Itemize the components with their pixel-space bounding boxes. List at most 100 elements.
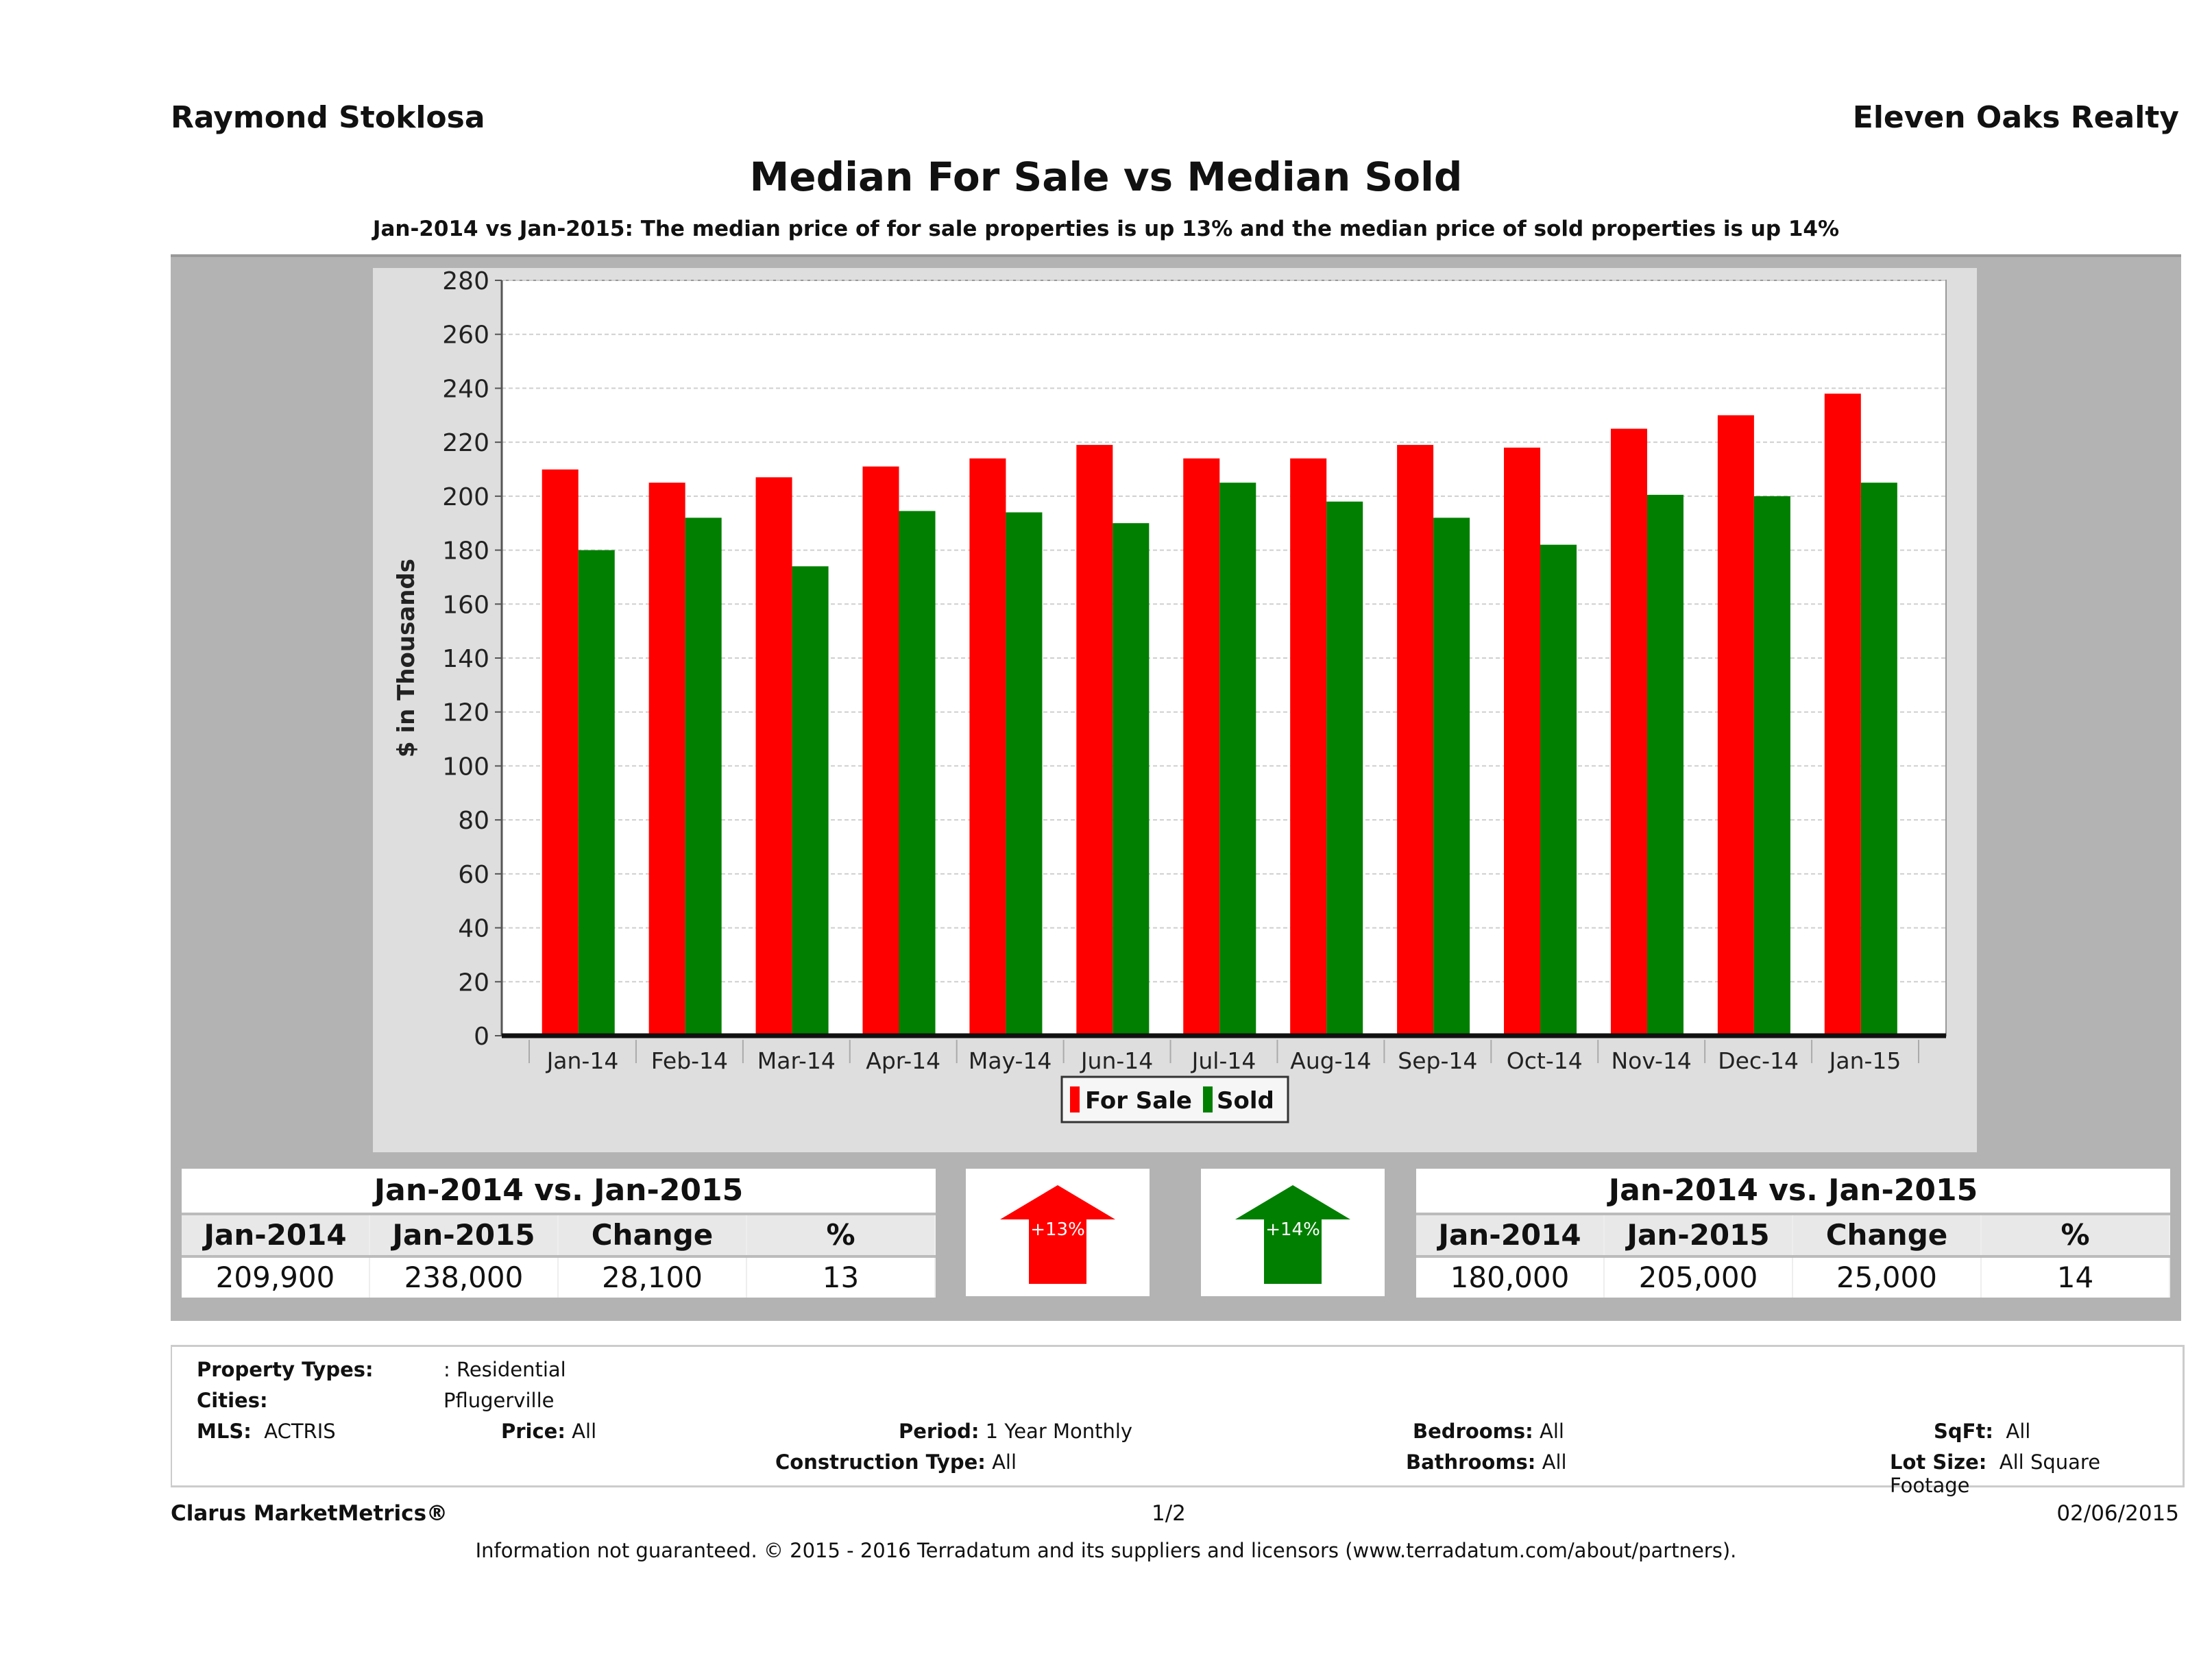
- stats-value: 209,900: [182, 1258, 370, 1298]
- y-tick-label: 120: [442, 699, 489, 727]
- for-sale-change-badge: +13%: [966, 1169, 1150, 1296]
- sold-stats-table: Jan-2014 vs. Jan-2015 Jan-2014 Jan-2015 …: [1416, 1169, 2170, 1298]
- filter-label: Property Types:: [197, 1358, 374, 1381]
- filter-label: Bedrooms:: [1413, 1420, 1533, 1443]
- stats-header: Change: [559, 1215, 747, 1255]
- brand-name: Clarus MarketMetrics®: [171, 1501, 448, 1526]
- sold-bar: [1219, 483, 1256, 1036]
- y-tick-label: 260: [442, 321, 489, 350]
- filter-value: All: [1542, 1450, 1567, 1474]
- disclaimer: Information not guaranteed. © 2015 - 201…: [475, 1539, 1737, 1562]
- filter-label: SqFt:: [1934, 1420, 1993, 1443]
- for-sale-bar: [755, 477, 792, 1036]
- filter-value: All: [992, 1450, 1017, 1474]
- sold-bar: [1006, 512, 1043, 1036]
- y-tick-label: 0: [474, 1023, 489, 1051]
- x-tick-label: Apr-14: [866, 1047, 940, 1074]
- filter-label: Price:: [501, 1420, 566, 1443]
- bar-chart: 0 20 40 60 80 100 120 140 160 180 200 220 240 260 280 $…: [393, 268, 1947, 1123]
- for-sale-bar: [542, 469, 579, 1036]
- y-tick-label: 160: [442, 591, 489, 619]
- stats-caption: Jan-2014 vs. Jan-2015: [182, 1169, 936, 1215]
- sold-change-label: +14%: [1265, 1219, 1320, 1240]
- sold-bar: [1860, 483, 1897, 1036]
- sold-bar: [792, 566, 829, 1036]
- sold-bar: [1113, 523, 1150, 1036]
- x-tick-label: Aug-14: [1290, 1047, 1371, 1074]
- legend-label-for-sale: For Sale: [1085, 1087, 1192, 1115]
- filter-label: Period:: [899, 1420, 980, 1443]
- filter-value: : Residential: [443, 1358, 566, 1381]
- stats-value: 28,100: [559, 1258, 747, 1298]
- sold-bar: [578, 550, 615, 1036]
- for-sale-bar: [1717, 415, 1754, 1036]
- filter-label: Construction Type:: [775, 1450, 986, 1474]
- x-tick-label: Sep-14: [1398, 1047, 1477, 1074]
- stats-value: 238,000: [370, 1258, 559, 1298]
- filter-value: All: [2006, 1420, 2031, 1443]
- filter-value: All: [572, 1420, 597, 1443]
- for-sale-bar: [1076, 445, 1113, 1036]
- report-date: 02/06/2015: [2056, 1501, 2179, 1526]
- sold-bar: [1753, 496, 1790, 1036]
- for-sale-bar: [862, 466, 899, 1036]
- stats-header: Jan-2014: [182, 1215, 370, 1255]
- y-tick-label: 20: [458, 969, 489, 997]
- y-tick-label: 240: [442, 375, 489, 403]
- for-sale-bar: [969, 458, 1006, 1036]
- for-sale-bar: [1290, 458, 1327, 1036]
- filter-label: MLS:: [197, 1420, 252, 1443]
- for-sale-bar: [1397, 445, 1434, 1036]
- stats-value: 25,000: [1793, 1258, 1982, 1298]
- legend-label-sold: Sold: [1217, 1087, 1274, 1115]
- stats-value: 180,000: [1416, 1258, 1605, 1298]
- for-sale-bar: [1610, 428, 1647, 1036]
- stats-header: %: [747, 1215, 936, 1255]
- y-axis-label: $ in Thousands: [393, 559, 420, 757]
- sold-change-badge: +14%: [1201, 1169, 1385, 1296]
- filter-label: Bathrooms:: [1406, 1450, 1536, 1474]
- filter-value: All: [1539, 1420, 1564, 1443]
- filter-value: 1 Year Monthly: [985, 1420, 1133, 1443]
- stats-caption: Jan-2014 vs. Jan-2015: [1416, 1169, 2170, 1215]
- stats-value: 14: [1982, 1258, 2170, 1298]
- page-title: Median For Sale vs Median Sold: [749, 154, 1463, 200]
- agent-name: Raymond Stoklosa: [171, 100, 485, 135]
- legend-box: [1060, 1075, 1289, 1123]
- sold-bar: [685, 518, 722, 1036]
- filter-label: Lot Size:: [1890, 1450, 1987, 1474]
- y-tick-label: 180: [442, 537, 489, 566]
- legend-swatch-for-sale: [1070, 1086, 1080, 1112]
- stats-header: Jan-2014: [1416, 1215, 1605, 1255]
- sold-bar: [1646, 494, 1684, 1036]
- x-tick-label: Dec-14: [1718, 1047, 1799, 1074]
- sold-bar: [1433, 518, 1470, 1036]
- stats-header: Jan-2015: [1605, 1215, 1793, 1255]
- chart-panel: 0 20 40 60 80 100 120 140 160 180 200 220 240 260 280 $…: [171, 254, 2181, 1321]
- y-tick-label: 140: [442, 645, 489, 673]
- x-tick-label: Jan-14: [546, 1047, 619, 1074]
- y-tick-label: 200: [442, 483, 489, 511]
- for-sale-stats-table: Jan-2014 vs. Jan-2015 Jan-2014 Jan-2015 …: [182, 1169, 936, 1298]
- y-tick-label: 280: [442, 268, 489, 295]
- company-name: Eleven Oaks Realty: [1852, 100, 2179, 135]
- y-tick-label: 100: [442, 753, 489, 781]
- x-tick-label: Jul-14: [1191, 1047, 1256, 1074]
- sold-bar: [1326, 501, 1363, 1036]
- x-tick-label: Mar-14: [757, 1047, 836, 1074]
- arrow-up-icon: [1235, 1185, 1350, 1284]
- y-tick-label: 60: [458, 861, 489, 889]
- filter-value: All Square Footage: [1890, 1450, 2101, 1497]
- stats-header: %: [1982, 1215, 2170, 1255]
- for-sale-bar: [1183, 458, 1220, 1036]
- x-tick-label: Jun-14: [1080, 1047, 1153, 1074]
- sold-bar: [899, 511, 936, 1036]
- filter-value: ACTRIS: [264, 1420, 336, 1443]
- stats-header: Jan-2015: [370, 1215, 559, 1255]
- x-tick-label: Nov-14: [1611, 1047, 1691, 1074]
- y-tick-label: 80: [458, 807, 489, 835]
- for-sale-change-label: +13%: [1030, 1219, 1085, 1240]
- filter-summary: Property Types: : Residential Cities: Pf…: [171, 1345, 2185, 1497]
- legend-swatch-sold: [1203, 1086, 1213, 1112]
- stats-value: 13: [747, 1258, 936, 1298]
